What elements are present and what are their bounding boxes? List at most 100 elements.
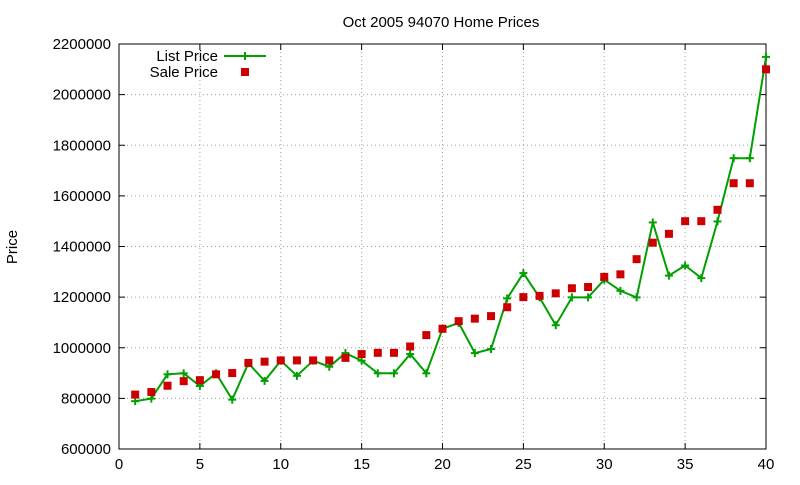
x-tick-label: 15 xyxy=(353,456,370,473)
data-point xyxy=(584,293,593,302)
data-point xyxy=(713,217,722,226)
x-tick-label: 35 xyxy=(677,456,694,473)
data-point xyxy=(454,317,463,326)
data-point xyxy=(163,381,172,390)
data-point xyxy=(713,205,722,214)
x-tick-label: 5 xyxy=(196,456,204,473)
legend-square-sample xyxy=(241,68,249,76)
data-point xyxy=(697,274,706,283)
data-point xyxy=(664,229,673,238)
data-point xyxy=(762,52,770,61)
data-point xyxy=(535,291,544,300)
series-list-price xyxy=(131,52,770,406)
data-point xyxy=(681,217,690,226)
data-point xyxy=(503,303,512,312)
data-point xyxy=(681,261,690,270)
data-point xyxy=(470,349,479,358)
x-tick-label: 30 xyxy=(596,456,613,473)
data-point xyxy=(325,356,334,365)
data-point xyxy=(551,289,560,298)
y-tick-label: 1800000 xyxy=(53,137,111,154)
data-point xyxy=(422,331,431,340)
data-point xyxy=(567,284,576,293)
y-axis-label: Price xyxy=(4,230,21,264)
data-point xyxy=(357,350,366,359)
x-tick-label: 25 xyxy=(515,456,532,473)
data-point xyxy=(276,356,285,365)
y-tick-label: 1000000 xyxy=(53,340,111,357)
data-point xyxy=(195,376,204,385)
x-tick-label: 20 xyxy=(434,456,451,473)
data-point xyxy=(632,255,641,264)
data-point xyxy=(179,377,188,386)
chart-title: Oct 2005 94070 Home Prices xyxy=(343,14,540,31)
data-point xyxy=(470,314,479,323)
y-tick-label: 600000 xyxy=(61,441,111,458)
data-point xyxy=(648,238,657,247)
data-point xyxy=(745,154,754,163)
data-point xyxy=(487,312,496,321)
data-point xyxy=(616,270,625,279)
data-point xyxy=(487,345,496,354)
data-point xyxy=(648,218,657,227)
data-point xyxy=(260,357,269,366)
data-point xyxy=(389,369,398,378)
data-point xyxy=(503,294,512,303)
data-point xyxy=(406,342,415,351)
data-point xyxy=(729,154,738,163)
data-point xyxy=(632,293,641,302)
data-point xyxy=(212,370,221,379)
data-point xyxy=(438,324,447,333)
legend-label: Sale Price xyxy=(150,64,218,81)
y-tick-label: 1200000 xyxy=(53,289,111,306)
data-point xyxy=(228,369,237,378)
x-tick-label: 0 xyxy=(115,456,123,473)
y-tick-label: 2200000 xyxy=(53,36,111,53)
data-point xyxy=(341,353,350,362)
data-point xyxy=(163,370,172,379)
data-point xyxy=(228,395,237,404)
y-tick-label: 800000 xyxy=(61,390,111,407)
data-point xyxy=(729,179,738,188)
data-point xyxy=(179,369,188,378)
series-layer xyxy=(131,52,770,406)
data-point xyxy=(422,369,431,378)
data-point xyxy=(389,348,398,357)
y-tick-label: 1400000 xyxy=(53,239,111,256)
data-point xyxy=(567,293,576,302)
data-point xyxy=(584,283,593,291)
data-point xyxy=(131,390,140,399)
data-point xyxy=(519,293,528,302)
series-sale-price xyxy=(131,65,770,399)
data-point xyxy=(664,271,673,280)
x-tick-label: 10 xyxy=(272,456,289,473)
data-point xyxy=(519,269,528,278)
y-tick-label: 1600000 xyxy=(53,188,111,205)
data-point xyxy=(309,356,318,365)
data-point xyxy=(373,348,382,357)
data-point xyxy=(292,371,301,380)
data-point xyxy=(762,65,770,74)
data-point xyxy=(244,358,253,367)
x-tick-label: 40 xyxy=(758,456,775,473)
axes: 0 5 10 15 20 25 30 35 40 600000 800000 1000000 12000… xyxy=(53,36,775,473)
data-point xyxy=(373,369,382,378)
data-point xyxy=(406,350,415,359)
data-point xyxy=(697,217,706,226)
data-point xyxy=(616,286,625,295)
data-point xyxy=(745,179,754,188)
data-point xyxy=(147,388,156,397)
legend-item: List Price xyxy=(156,48,266,65)
legend-label: List Price xyxy=(156,48,218,65)
series-line xyxy=(135,56,767,403)
y-tick-label: 2000000 xyxy=(53,87,111,104)
data-point xyxy=(600,272,609,281)
data-point xyxy=(551,321,560,330)
legend-item: Sale Price xyxy=(150,64,249,81)
data-point xyxy=(260,376,269,385)
data-point xyxy=(292,356,301,365)
